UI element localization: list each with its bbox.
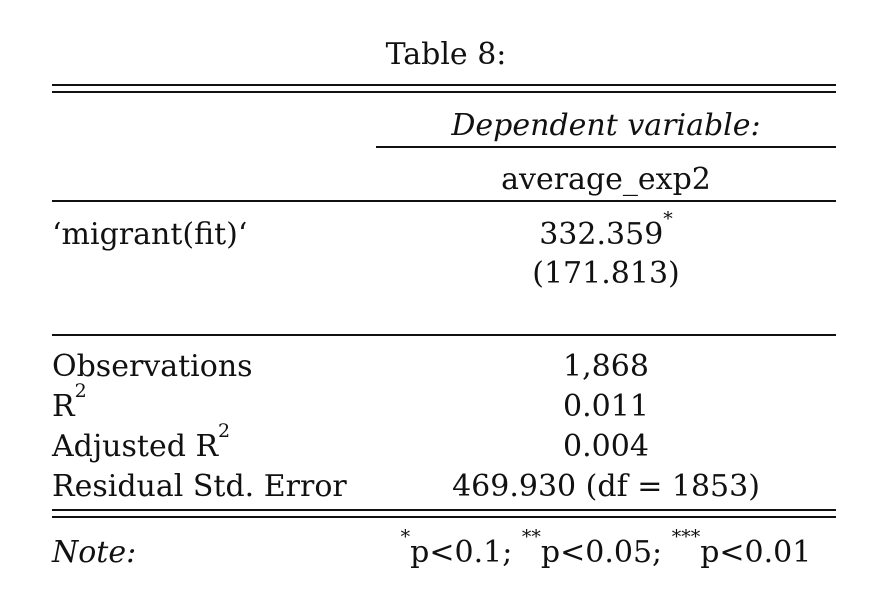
coefficient-std-error: (171.813) — [532, 256, 680, 291]
residual-se-label: Residual Std. Error — [52, 469, 347, 504]
note-text-2: p<0.05; — [540, 535, 663, 570]
note-stars-2: ** — [521, 526, 541, 548]
coefficient-estimate: 332.359* — [376, 210, 836, 254]
note-stars-3: *** — [671, 526, 701, 548]
r2-label-text: R — [52, 389, 75, 424]
significance-note: *p<0.1; **p<0.05; ***p<0.01 — [376, 528, 836, 572]
dependent-variable-label: Dependent variable: — [451, 108, 761, 143]
coefficient-name: ‘migrant(fit)‘ — [52, 217, 248, 252]
header-rule — [52, 200, 836, 202]
estimate-value: 332.359 — [539, 217, 664, 252]
coefficients-rule — [52, 334, 836, 336]
bottom-rule-1 — [52, 509, 836, 511]
note-stars-1: * — [400, 526, 411, 548]
estimate-stars: * — [663, 208, 673, 230]
r2-value: 0.011 — [563, 389, 649, 424]
adjusted-r2-value: 0.004 — [563, 429, 649, 464]
r2-label: R2 — [52, 382, 87, 426]
adjusted-r2-label: Adjusted R2 — [52, 422, 230, 466]
note-text-1: p<0.1; — [410, 535, 513, 570]
residual-se-value: 469.930 (df = 1853) — [452, 469, 760, 504]
table-caption: Table 8: — [385, 37, 507, 72]
adjusted-r2-superscript: 2 — [218, 420, 231, 442]
top-rule-2 — [52, 91, 836, 93]
note-text-3: p<0.01 — [700, 535, 812, 570]
note-label: Note: — [52, 535, 137, 570]
adjusted-r2-label-text: Adjusted R — [52, 429, 219, 464]
bottom-rule-2 — [52, 516, 836, 518]
dependent-variable-rule — [376, 146, 836, 148]
observations-value: 1,868 — [563, 349, 649, 384]
model-name: average_exp2 — [501, 162, 711, 197]
observations-label: Observations — [52, 349, 253, 384]
top-rule-1 — [52, 84, 836, 86]
r2-superscript: 2 — [74, 380, 87, 402]
